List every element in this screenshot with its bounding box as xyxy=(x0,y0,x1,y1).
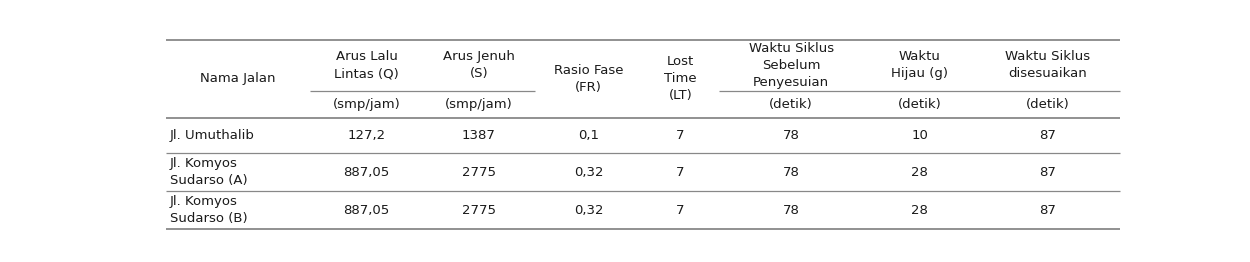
Text: Rasio Fase
(FR): Rasio Fase (FR) xyxy=(554,64,624,94)
Text: Lost
Time
(LT): Lost Time (LT) xyxy=(664,55,696,102)
Text: Waktu
Hijau (g): Waktu Hijau (g) xyxy=(891,51,948,80)
Text: 7: 7 xyxy=(676,204,685,217)
Text: 887,05: 887,05 xyxy=(344,204,390,217)
Text: 87: 87 xyxy=(1040,129,1056,142)
Text: (smp/jam): (smp/jam) xyxy=(332,98,400,111)
Text: 7: 7 xyxy=(676,166,685,179)
Text: 28: 28 xyxy=(911,204,928,217)
Text: 7: 7 xyxy=(676,129,685,142)
Text: 0,32: 0,32 xyxy=(574,166,604,179)
Text: Nama Jalan: Nama Jalan xyxy=(200,72,276,85)
Text: 0,32: 0,32 xyxy=(574,204,604,217)
Text: 0,1: 0,1 xyxy=(578,129,599,142)
Text: (detik): (detik) xyxy=(769,98,812,111)
Text: Arus Jenuh
(S): Arus Jenuh (S) xyxy=(442,51,515,80)
Text: Jl. Komyos
Sudarso (B): Jl. Komyos Sudarso (B) xyxy=(170,195,248,225)
Text: 1387: 1387 xyxy=(462,129,496,142)
Text: 78: 78 xyxy=(782,166,800,179)
Text: (detik): (detik) xyxy=(898,98,941,111)
Text: (smp/jam): (smp/jam) xyxy=(445,98,512,111)
Text: 2775: 2775 xyxy=(461,166,496,179)
Text: Arus Lalu
Lintas (Q): Arus Lalu Lintas (Q) xyxy=(334,51,399,80)
Text: 87: 87 xyxy=(1040,204,1056,217)
Text: 87: 87 xyxy=(1040,166,1056,179)
Text: 2775: 2775 xyxy=(461,204,496,217)
Text: 28: 28 xyxy=(911,166,928,179)
Text: 887,05: 887,05 xyxy=(344,166,390,179)
Text: 78: 78 xyxy=(782,204,800,217)
Text: 127,2: 127,2 xyxy=(348,129,385,142)
Text: Waktu Siklus
disesuaikan: Waktu Siklus disesuaikan xyxy=(1005,51,1090,80)
Text: Jl. Komyos
Sudarso (A): Jl. Komyos Sudarso (A) xyxy=(170,157,248,187)
Text: 10: 10 xyxy=(911,129,928,142)
Text: Jl. Umuthalib: Jl. Umuthalib xyxy=(170,129,255,142)
Text: 78: 78 xyxy=(782,129,800,142)
Text: Waktu Siklus
Sebelum
Penyesuian: Waktu Siklus Sebelum Penyesuian xyxy=(749,42,834,89)
Text: (detik): (detik) xyxy=(1026,98,1070,111)
